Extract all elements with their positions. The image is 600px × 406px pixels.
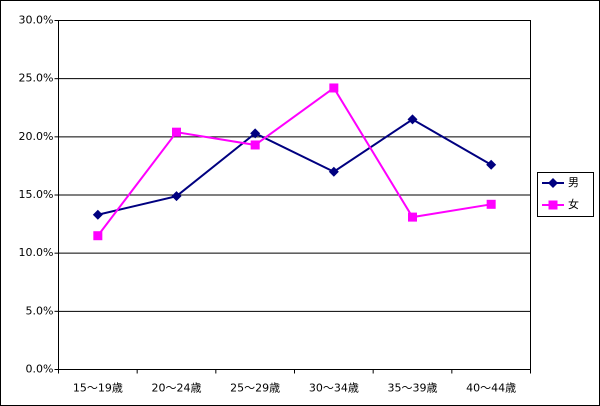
legend-box [537, 172, 594, 217]
marker [548, 178, 558, 188]
y-tick-label: 25.0% [19, 72, 54, 85]
marker [548, 200, 558, 210]
marker [486, 199, 496, 209]
marker [250, 128, 261, 139]
marker [329, 83, 339, 93]
y-tick-label: 0.0% [26, 363, 54, 376]
marker [328, 166, 339, 177]
x-tick-label: 30～34歳 [309, 382, 359, 395]
x-tick-label: 15～19歳 [73, 382, 123, 395]
legend-label: 男 [568, 176, 579, 189]
y-tick-label: 15.0% [19, 188, 54, 201]
marker [172, 127, 181, 137]
x-tick-label: 35～39歳 [388, 382, 438, 395]
marker [486, 159, 497, 170]
x-tick-label: 25～29歳 [230, 382, 280, 395]
marker [92, 209, 103, 220]
x-tick-label: 20～24歳 [152, 382, 202, 395]
y-tick-label: 10.0% [19, 246, 54, 259]
y-tick-label: 30.0% [19, 14, 54, 27]
marker [93, 231, 103, 241]
marker [171, 191, 182, 202]
y-tick-label: 5.0% [26, 304, 54, 317]
y-tick-label: 20.0% [19, 130, 54, 143]
series-line [97, 86, 492, 237]
marker [407, 114, 418, 125]
marker [250, 140, 260, 150]
x-tick-label: 40～44歳 [466, 382, 516, 395]
marker [408, 212, 417, 222]
legend-label: 女 [568, 197, 579, 211]
series-line [97, 118, 492, 216]
